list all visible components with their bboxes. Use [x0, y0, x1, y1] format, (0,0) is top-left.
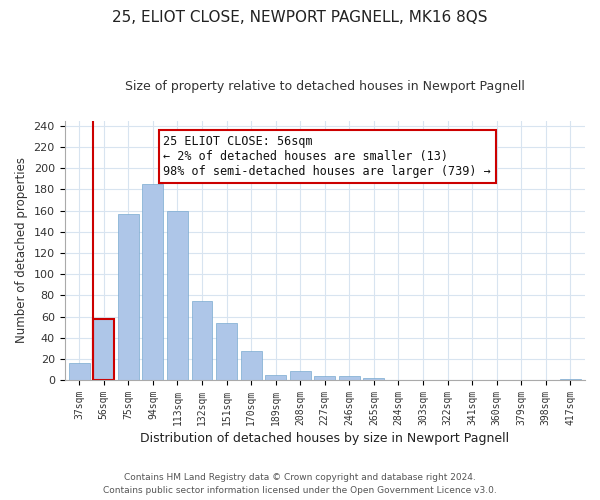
Bar [364, 378, 384, 380]
Bar [94, 318, 114, 380]
Bar [339, 376, 360, 380]
Bar [69, 363, 89, 380]
Bar [142, 184, 163, 380]
Bar [118, 214, 139, 380]
Bar [314, 376, 335, 380]
Bar [191, 300, 212, 380]
Text: 25 ELIOT CLOSE: 56sqm
← 2% of detached houses are smaller (13)
98% of semi-detac: 25 ELIOT CLOSE: 56sqm ← 2% of detached h… [163, 135, 491, 178]
Text: 25, ELIOT CLOSE, NEWPORT PAGNELL, MK16 8QS: 25, ELIOT CLOSE, NEWPORT PAGNELL, MK16 8… [112, 10, 488, 25]
Bar [560, 379, 581, 380]
Bar [216, 323, 237, 380]
X-axis label: Distribution of detached houses by size in Newport Pagnell: Distribution of detached houses by size … [140, 432, 509, 445]
Title: Size of property relative to detached houses in Newport Pagnell: Size of property relative to detached ho… [125, 80, 525, 93]
Bar [241, 352, 262, 380]
Bar [167, 210, 188, 380]
Y-axis label: Number of detached properties: Number of detached properties [15, 158, 28, 344]
Bar [290, 370, 311, 380]
Bar [265, 375, 286, 380]
Text: Contains HM Land Registry data © Crown copyright and database right 2024.
Contai: Contains HM Land Registry data © Crown c… [103, 473, 497, 495]
